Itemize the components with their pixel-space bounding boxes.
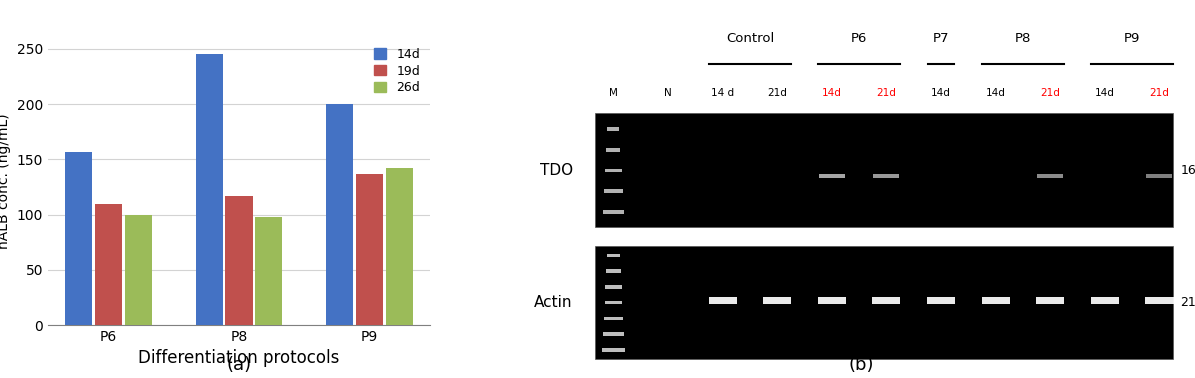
Bar xyxy=(874,174,900,178)
Bar xyxy=(386,168,412,325)
Bar xyxy=(1145,297,1173,304)
Text: 215bp: 215bp xyxy=(1181,296,1195,309)
Bar xyxy=(256,217,282,325)
Text: 21d: 21d xyxy=(767,88,788,98)
Bar xyxy=(709,297,736,304)
Bar xyxy=(96,203,122,325)
Bar xyxy=(603,317,623,320)
Bar xyxy=(602,348,625,352)
Text: TDO: TDO xyxy=(539,163,572,178)
Text: P7: P7 xyxy=(933,33,949,45)
Bar xyxy=(606,148,620,152)
Legend: 14d, 19d, 26d: 14d, 19d, 26d xyxy=(370,44,424,98)
Bar xyxy=(927,297,955,304)
Bar xyxy=(981,297,1010,304)
Bar xyxy=(872,297,901,304)
Text: P9: P9 xyxy=(1124,33,1140,45)
Bar xyxy=(605,285,621,288)
Text: 14d: 14d xyxy=(986,88,1005,98)
Text: P8: P8 xyxy=(1015,33,1031,45)
Bar xyxy=(1037,174,1064,178)
Bar xyxy=(326,104,353,325)
Text: P6: P6 xyxy=(851,33,868,45)
Text: (b): (b) xyxy=(848,356,875,374)
Text: 21d: 21d xyxy=(1041,88,1060,98)
Bar xyxy=(1036,297,1065,304)
Text: (a): (a) xyxy=(226,356,252,374)
Bar xyxy=(605,169,621,172)
X-axis label: Differentiation protocols: Differentiation protocols xyxy=(139,350,339,367)
Text: 163bp: 163bp xyxy=(1181,164,1195,177)
Bar xyxy=(819,174,845,178)
Bar xyxy=(595,246,1172,359)
Bar xyxy=(607,254,620,257)
Text: 14d: 14d xyxy=(931,88,951,98)
Text: M: M xyxy=(609,88,618,98)
Text: Control: Control xyxy=(725,33,774,45)
Bar xyxy=(66,152,92,325)
Text: 14d: 14d xyxy=(1095,88,1115,98)
Y-axis label: hALB conc. (ng/mL): hALB conc. (ng/mL) xyxy=(0,114,11,249)
Bar xyxy=(356,174,382,325)
Bar xyxy=(817,297,846,304)
Text: Actin: Actin xyxy=(534,295,572,310)
Text: 21d: 21d xyxy=(1150,88,1170,98)
Text: N: N xyxy=(664,88,672,98)
Bar xyxy=(603,332,624,336)
Bar xyxy=(226,196,252,325)
Bar xyxy=(1091,297,1119,304)
Bar xyxy=(606,270,621,273)
Bar xyxy=(605,189,623,193)
Text: 21d: 21d xyxy=(876,88,896,98)
Bar xyxy=(605,301,623,304)
Bar xyxy=(595,113,1172,227)
Bar xyxy=(1146,174,1172,178)
Bar xyxy=(125,215,152,325)
Bar xyxy=(196,54,222,325)
Text: 14 d: 14 d xyxy=(711,88,734,98)
Text: 14d: 14d xyxy=(822,88,841,98)
Bar xyxy=(603,210,624,214)
Bar xyxy=(764,297,791,304)
Bar xyxy=(607,127,619,131)
